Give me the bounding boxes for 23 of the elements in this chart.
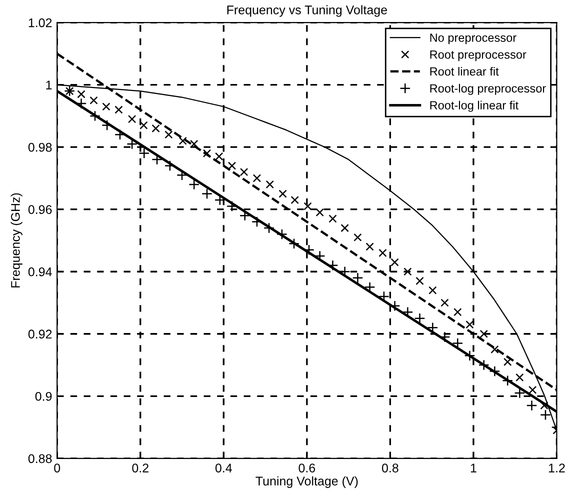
y-tick-label: 0.88 (28, 454, 52, 464)
y-tick-label: 0.9 (35, 392, 52, 401)
y-axis-title: Frequency (GHz) (10, 193, 22, 288)
y-tick-label: 1.02 (28, 18, 52, 28)
x-axis-title: Tuning Voltage (V) (256, 476, 358, 488)
y-tick-label: 0.92 (28, 330, 52, 339)
y-tick-label: 0.98 (28, 142, 52, 152)
x-tick-label: 0.4 (215, 464, 232, 472)
y-tick-label: 1 (46, 80, 52, 90)
legend-label: Root-log preprocessor (430, 84, 546, 95)
y-tick-label: 0.94 (28, 267, 52, 276)
legend-label: No preprocessor (430, 34, 516, 44)
x-tick-label: 0.8 (382, 464, 398, 472)
legend-label: Root linear fit (430, 66, 499, 76)
chart-title: Frequency vs Tuning Voltage (227, 5, 387, 17)
legend-label: Root preprocessor (430, 50, 526, 62)
x-tick-label: 0 (54, 464, 60, 472)
x-tick-label: 1.2 (548, 464, 565, 472)
x-tick-label: 0.6 (298, 464, 316, 472)
y-tick-label: 0.96 (28, 205, 52, 214)
x-tick-label: 0.2 (132, 464, 148, 472)
x-tick-label: 1 (470, 464, 476, 472)
legend-label: Root-log linear fit (430, 100, 518, 112)
